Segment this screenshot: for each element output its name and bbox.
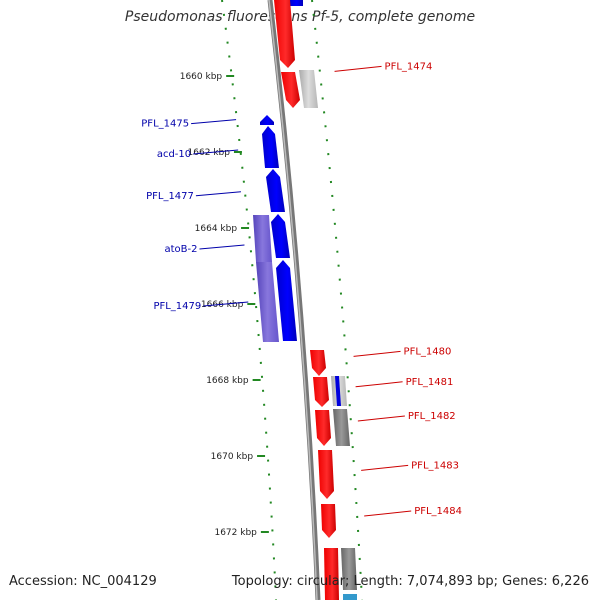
gene-arrow-1481 bbox=[313, 377, 329, 407]
gene-arrow-1482 bbox=[315, 410, 331, 446]
gene-label-PFL_1482: PFL_1482 bbox=[408, 411, 456, 422]
tick-label-1664: 1664 kbp bbox=[195, 224, 238, 234]
feature-blue-stripe bbox=[335, 376, 341, 406]
gene-leader-PFL_1483 bbox=[361, 464, 409, 471]
tick-label-1672: 1672 kbp bbox=[214, 528, 257, 538]
gene-arrow-atob bbox=[271, 214, 290, 258]
gc-skew-ring bbox=[311, 0, 363, 600]
gene-arrow-top-blue bbox=[289, 0, 303, 6]
gene-label-acd-10: acd-10 bbox=[157, 149, 191, 160]
feature-purple-1 bbox=[253, 215, 272, 262]
gene-label-PFL_1484: PFL_1484 bbox=[414, 506, 462, 517]
gene-arrow-1479 bbox=[276, 260, 297, 341]
gene-label-PFL_1483: PFL_1483 bbox=[411, 460, 459, 471]
tick-label-1668: 1668 kbp bbox=[206, 376, 249, 386]
gene-label-PFL_1480: PFL_1480 bbox=[404, 346, 452, 357]
summary-text: Topology: circular; Length: 7,074,893 bp… bbox=[231, 574, 589, 589]
gene-arrow-1477 bbox=[266, 169, 285, 212]
gene-arrow-1484 bbox=[321, 504, 336, 538]
gene-arrow-top-red bbox=[274, 0, 295, 68]
gene-label-atoB-2: atoB-2 bbox=[164, 244, 197, 255]
gene-arrow-bottom-red bbox=[324, 548, 339, 600]
gene-leader-atoB-2 bbox=[199, 244, 245, 250]
genome-backbone bbox=[267, 0, 321, 600]
gene-label-PFL_1481: PFL_1481 bbox=[406, 377, 454, 388]
gene-label-PFL_1477: PFL_1477 bbox=[146, 191, 194, 202]
feature-purple-2 bbox=[256, 262, 279, 342]
gene-label-PFL_1479: PFL_1479 bbox=[153, 301, 201, 312]
accession-text: Accession: NC_004129 bbox=[9, 574, 157, 589]
gene-arrow-1483 bbox=[318, 450, 334, 499]
gene-arrow-1474 bbox=[281, 72, 300, 108]
gene-leader-PFL_1482 bbox=[357, 415, 405, 422]
tick-label-1660: 1660 kbp bbox=[180, 72, 223, 82]
gene-label-layer: PFL_1474 PFL_1475 acd-10 PFL_1477 atoB-2 PFL_… bbox=[141, 61, 462, 517]
gene-leader-PFL_1474 bbox=[334, 65, 382, 72]
gene-label-PFL_1475: PFL_1475 bbox=[141, 119, 189, 130]
gene-leader-PFL_1480 bbox=[353, 350, 401, 357]
feature-grey-1474 bbox=[299, 70, 318, 108]
gene-leader-PFL_1475 bbox=[191, 119, 237, 125]
gene-arrow-1475 bbox=[260, 115, 274, 125]
map-title: Pseudomonas fluorescens Pf-5, complete g… bbox=[124, 9, 476, 25]
gene-leader-PFL_1484 bbox=[364, 510, 412, 517]
gene-arrow-acd bbox=[262, 126, 279, 168]
feature-cyan-bottom bbox=[343, 594, 357, 600]
tick-label-1670: 1670 kbp bbox=[211, 452, 254, 462]
gene-leader-PFL_1479 bbox=[203, 301, 249, 307]
gene-label-PFL_1474: PFL_1474 bbox=[385, 61, 433, 72]
gene-arrow-1480 bbox=[310, 350, 326, 376]
gene-leader-PFL_1481 bbox=[355, 381, 403, 388]
feature-dark-bottom bbox=[341, 548, 357, 590]
gc-content-ring bbox=[221, 0, 277, 600]
gene-leader-PFL_1477 bbox=[195, 191, 241, 197]
feature-dark-1482 bbox=[333, 409, 350, 446]
gene-leader-acd-10 bbox=[193, 149, 239, 155]
tick-label-1666: 1666 kbp bbox=[201, 300, 244, 310]
